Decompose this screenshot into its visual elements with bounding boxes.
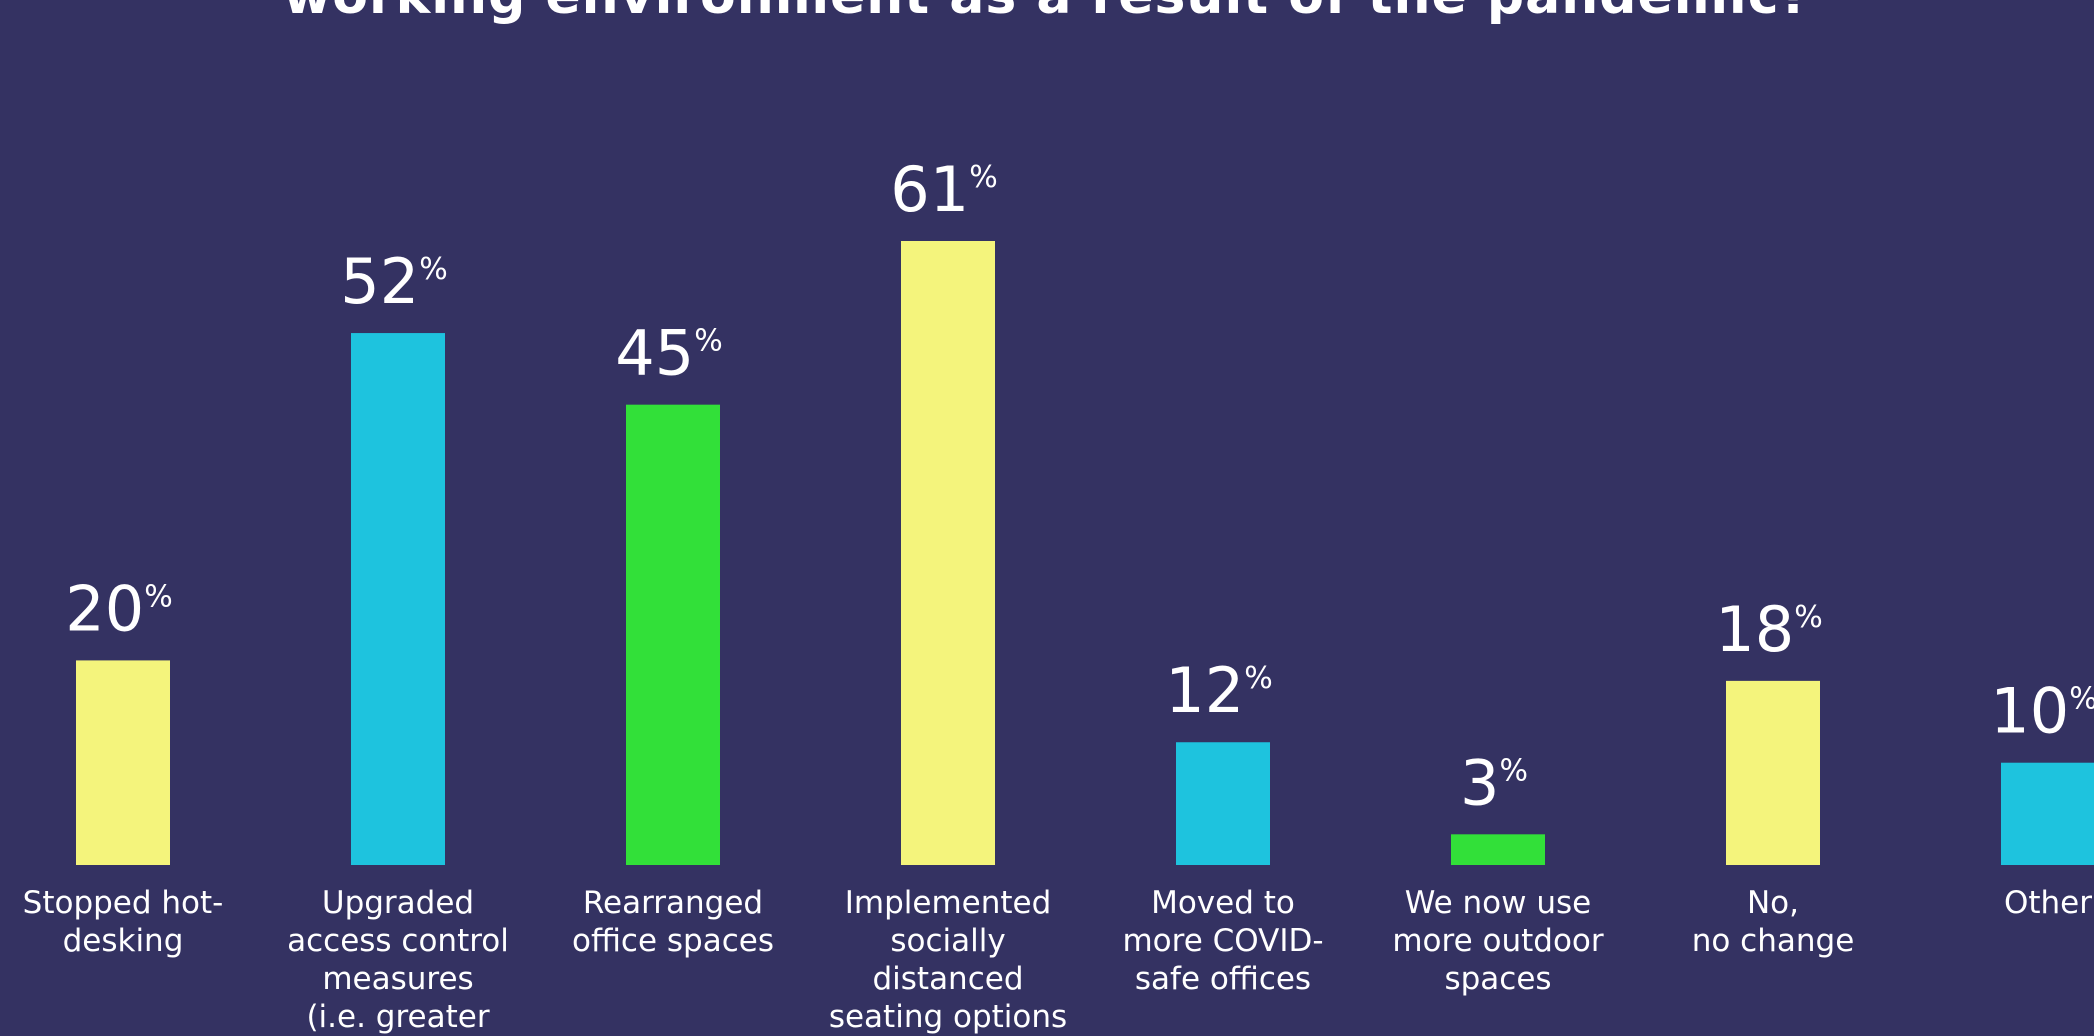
category-label-line: access control — [287, 923, 509, 959]
bar-6 — [1451, 834, 1545, 865]
category-label-line: Upgraded — [321, 885, 475, 921]
data-label-4: 61% — [890, 153, 997, 226]
category-label-line: office spaces — [572, 923, 774, 959]
category-label-line: spaces — [1444, 961, 1552, 997]
category-label-line: seating options — [828, 999, 1068, 1035]
chart-title: working environment as a result of the p… — [0, 0, 2094, 26]
bar-3 — [626, 404, 720, 865]
category-label-6: We now use more outdoor spaces — [1368, 884, 1628, 998]
category-label-line: No, — [1746, 885, 1799, 921]
data-label-2: 52% — [340, 245, 447, 318]
category-label-line: measures — [322, 961, 474, 997]
category-label-line: We now use — [1404, 885, 1592, 921]
category-label-line: Implemented — [844, 885, 1052, 921]
category-label-8: Other — [1918, 884, 2094, 922]
category-label-4: Implemented socially distanced seating opti… — [818, 884, 1078, 1036]
category-label-line: more outdoor — [1392, 923, 1604, 959]
bar-1 — [76, 660, 170, 865]
category-label-line: safe offices — [1134, 961, 1312, 997]
bar-7 — [1726, 680, 1820, 865]
bar-8 — [2001, 762, 2094, 865]
data-label-6: 3% — [1460, 746, 1528, 819]
bar-4 — [901, 241, 995, 865]
category-label-3: Rearranged office spaces — [543, 884, 803, 960]
category-label-line: Moved to — [1151, 885, 1295, 921]
category-label-line: distanced — [872, 961, 1024, 997]
category-label-line: desking — [62, 923, 184, 959]
bar-5 — [1176, 742, 1270, 865]
category-label-line: socially — [890, 923, 1006, 959]
data-label-8: 10% — [1990, 675, 2094, 748]
data-label-1: 20% — [65, 572, 172, 645]
category-label-line: (i.e. greater — [306, 999, 490, 1035]
category-label-line: Rearranged — [582, 885, 764, 921]
category-label-line: Stopped hot- — [22, 885, 224, 921]
category-label-line: no change — [1691, 923, 1855, 959]
bar-2 — [351, 333, 445, 866]
category-label-line: Other — [2003, 885, 2093, 921]
category-label-5: Moved to more COVID-safe offices — [1093, 884, 1353, 998]
category-label-line: more COVID- — [1122, 923, 1324, 959]
category-label-7: No, no change — [1643, 884, 1903, 960]
data-label-5: 12% — [1165, 654, 1272, 727]
category-label-1: Stopped hot-desking — [0, 884, 253, 960]
data-label-7: 18% — [1715, 593, 1822, 666]
data-label-3: 45% — [615, 317, 722, 390]
category-label-2: Upgraded access control measures (i.e. grea… — [268, 884, 528, 1036]
